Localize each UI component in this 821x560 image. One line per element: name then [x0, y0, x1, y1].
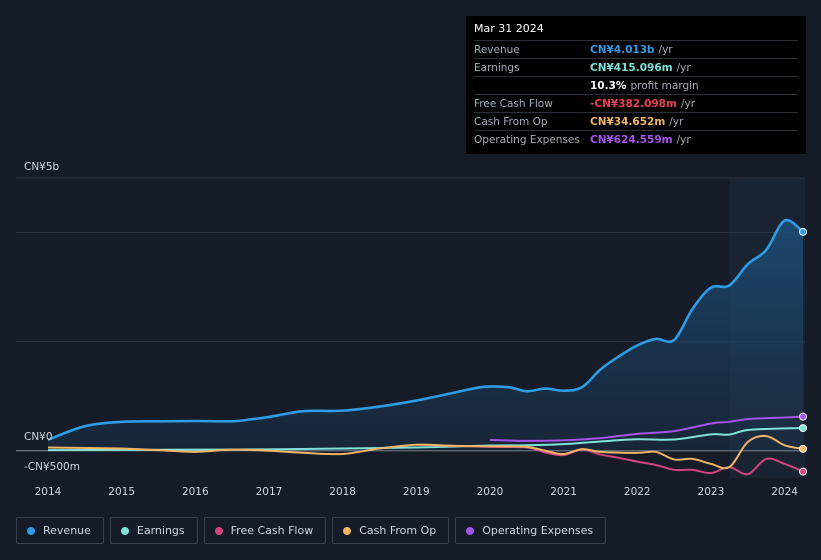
legend-item-earnings[interactable]: Earnings — [109, 517, 198, 544]
chart-area: CN¥5b CN¥0 -CN¥500m 2014 2015 2016 2017 2018… — [16, 161, 807, 498]
legend-dot-icon — [343, 526, 352, 535]
tooltip-row-unit: /yr — [676, 133, 691, 146]
x-tick-label: 2023 — [698, 486, 725, 498]
tooltip-row: Earnings CN¥415.096m/yr — [474, 59, 798, 77]
legend-dot-icon — [27, 526, 35, 535]
tooltip-row-value: CN¥34.652m — [590, 115, 666, 128]
legend-label: Cash From Op — [359, 524, 437, 537]
tooltip-row-value: CN¥415.096m — [590, 61, 673, 74]
legend-label: Earnings — [136, 524, 185, 537]
free-cash-flow-end-marker — [799, 467, 807, 476]
tooltip-row-value: CN¥624.559m — [590, 133, 673, 146]
legend-label: Free Cash Flow — [230, 524, 314, 537]
x-tick-label: 2021 — [550, 486, 577, 498]
tooltip: Mar 31 2024 Revenue CN¥4.013b/yr Earnings C… — [466, 16, 806, 154]
legend-label: Revenue — [43, 524, 91, 537]
tooltip-row-label: Earnings — [474, 61, 520, 74]
legend-item-operating-expenses[interactable]: Operating Expenses — [455, 517, 607, 544]
tooltip-row-value: -CN¥382.098m — [590, 97, 677, 110]
y-axis-label-top: CN¥5b — [24, 161, 60, 173]
tooltip-row: Revenue CN¥4.013b/yr — [474, 41, 798, 59]
tooltip-row-label: Operating Expenses — [474, 133, 580, 146]
x-tick-label: 2017 — [256, 486, 283, 498]
x-tick-label: 2024 — [771, 486, 798, 498]
x-tick-label: 2018 — [329, 486, 356, 498]
tooltip-row-unit: /yr — [658, 43, 673, 56]
tooltip-row-label: Cash From Op — [474, 115, 548, 128]
tooltip-row: 10.3% profit margin — [474, 77, 798, 95]
y-axis-label-bottom: -CN¥500m — [24, 461, 80, 473]
legend-label: Operating Expenses — [482, 524, 594, 537]
tooltip-row-value: 10.3% — [590, 79, 627, 92]
legend-dot-icon — [120, 526, 129, 535]
tooltip-row-label: Revenue — [474, 43, 520, 56]
x-tick-label: 2019 — [403, 486, 430, 498]
tooltip-row-unit: /yr — [669, 115, 684, 128]
x-tick-label: 2020 — [477, 486, 504, 498]
operating-expenses-line — [489, 415, 804, 442]
tooltip-date: Mar 31 2024 — [474, 22, 798, 41]
tooltip-row-label: Free Cash Flow — [474, 97, 553, 110]
tooltip-row-unit: /yr — [676, 61, 691, 74]
earnings-end-marker — [799, 424, 807, 433]
legend-item-free-cash-flow[interactable]: Free Cash Flow — [203, 517, 327, 544]
legend-item-cash-from-op[interactable]: Cash From Op — [332, 517, 450, 544]
x-tick-label: 2022 — [624, 486, 651, 498]
tooltip-row-unit: profit margin — [630, 79, 699, 92]
tooltip-row: Cash From Op CN¥34.652m/yr — [474, 113, 798, 131]
revenue-line — [47, 218, 804, 442]
legend: Revenue Earnings Free Cash Flow Cash From O… — [16, 517, 607, 544]
tooltip-row: Operating Expenses CN¥624.559m/yr — [474, 131, 798, 148]
tooltip-row: Free Cash Flow -CN¥382.098m/yr — [474, 95, 798, 113]
y-axis-label-zero: CN¥0 — [24, 431, 53, 443]
x-tick-label: 2016 — [182, 486, 209, 498]
operating-expenses-end-marker — [799, 412, 807, 421]
legend-dot-icon — [214, 526, 223, 535]
revenue-end-marker — [799, 227, 807, 236]
cash-from-op-line — [47, 434, 804, 470]
legend-item-revenue[interactable]: Revenue — [16, 517, 104, 544]
legend-dot-icon — [466, 526, 475, 535]
x-tick-label: 2014 — [35, 486, 62, 498]
cash-from-op-end-marker — [799, 444, 807, 453]
free-cash-flow-line — [416, 443, 804, 476]
tooltip-row-value: CN¥4.013b — [590, 43, 655, 56]
tooltip-row-unit: /yr — [680, 97, 696, 110]
revenue-area — [48, 220, 803, 451]
x-tick-label: 2015 — [108, 486, 135, 498]
